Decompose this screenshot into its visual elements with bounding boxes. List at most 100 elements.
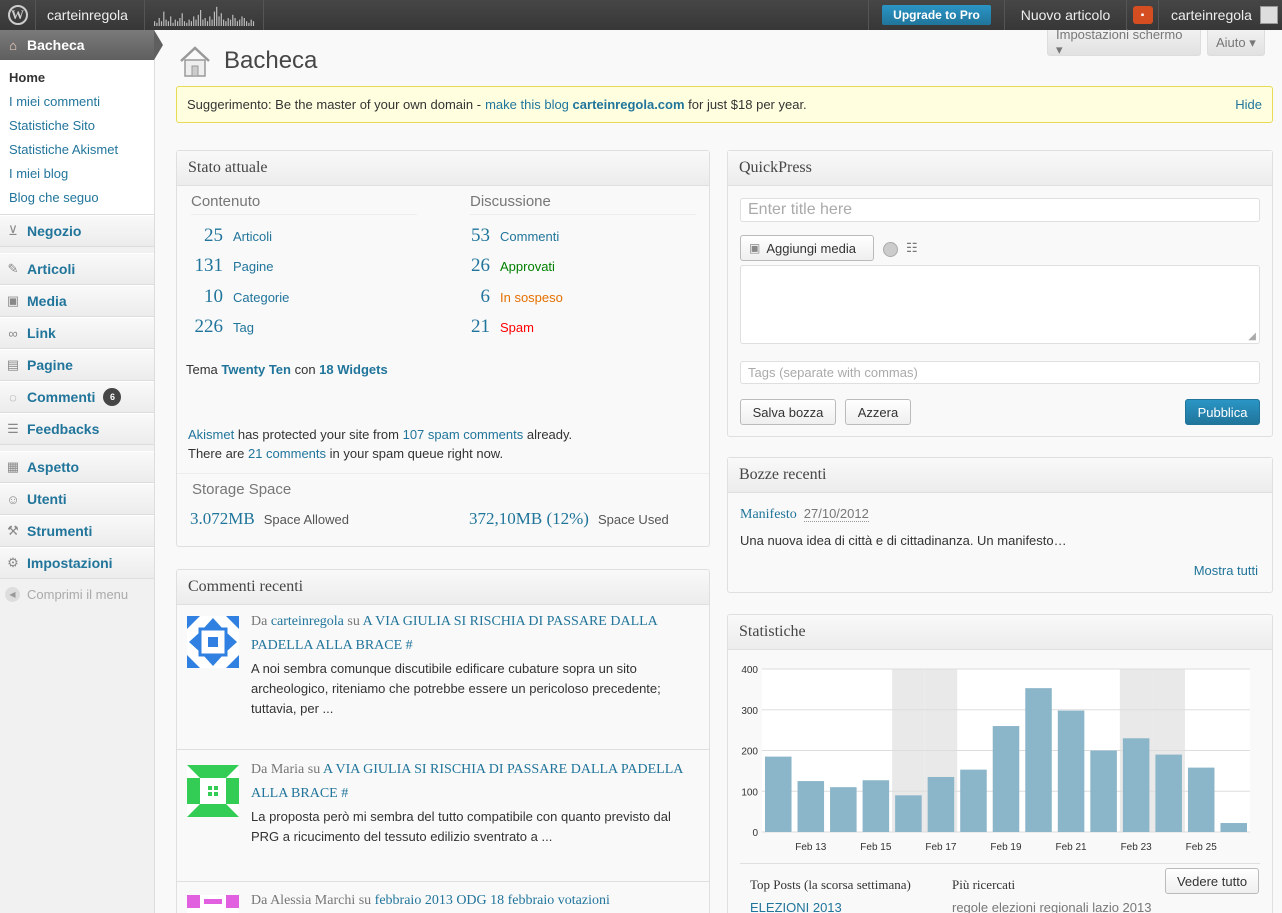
- chart-bar[interactable]: [1090, 750, 1117, 833]
- site-name-link[interactable]: carteinregola: [37, 0, 145, 30]
- admin-bar: W carteinregola Upgrade to Pro Nuovo art…: [0, 0, 1282, 30]
- sidebar-item-commenti[interactable]: ◌ Commenti 6: [0, 381, 154, 413]
- right-now-widget: Stato attuale Contenuto Discussione 25 A…: [176, 150, 710, 547]
- sidebar-item-bacheca[interactable]: ⌂ Bacheca: [0, 30, 163, 60]
- comment-post-link[interactable]: A VIA GIULIA SI RISCHIA DI PASSARE DALLA…: [251, 614, 658, 653]
- chart-bar[interactable]: [960, 769, 987, 832]
- comment-avatar[interactable]: [187, 895, 239, 913]
- stats-sparkline[interactable]: [146, 0, 264, 30]
- chart-bar[interactable]: [1057, 710, 1085, 832]
- comment-avatar[interactable]: [187, 616, 239, 668]
- chart-bar[interactable]: [862, 780, 890, 832]
- sparkline-bar: [170, 16, 172, 26]
- poll-icon[interactable]: [883, 242, 898, 257]
- add-media-button[interactable]: ▣ Aggiungi media: [740, 235, 874, 261]
- discussion-column-header: Discussione: [470, 193, 696, 215]
- akismet-link[interactable]: Akismet: [188, 427, 235, 442]
- wordpress-logo-icon[interactable]: W: [0, 0, 36, 30]
- theme-link[interactable]: Twenty Ten: [221, 362, 291, 377]
- spam-queue-link[interactable]: 21 comments: [247, 446, 327, 461]
- sidebar-item-label: Impostazioni: [27, 555, 113, 571]
- draft-title-link[interactable]: Manifesto: [740, 507, 797, 522]
- chart-bar[interactable]: [1220, 823, 1247, 832]
- sidebar-item-label: Articoli: [27, 261, 76, 277]
- tags-input[interactable]: Tags (separate with commas): [740, 361, 1260, 384]
- post-content-textarea[interactable]: ◢: [740, 265, 1260, 344]
- stat-row[interactable]: 6 In sospeso: [460, 286, 563, 308]
- stat-row[interactable]: 10 Categorie: [187, 286, 289, 308]
- stat-row[interactable]: 21 Spam: [460, 316, 534, 338]
- stat-row[interactable]: 226 Tag: [187, 316, 254, 338]
- comment-post-link[interactable]: A VIA GIULIA SI RISCHIA DI PASSARE DALLA…: [251, 762, 683, 801]
- account-menu[interactable]: carteinregola: [1158, 0, 1282, 30]
- recent-drafts-widget: Bozze recenti Manifesto 27/10/2012 Una n…: [727, 457, 1273, 593]
- save-draft-button[interactable]: Salva bozza: [740, 399, 836, 425]
- tip-hide-link[interactable]: Hide: [1235, 97, 1262, 112]
- sidebar-item-aspetto[interactable]: ▦ Aspetto: [0, 451, 154, 483]
- view-all-drafts-link[interactable]: Mostra tutti: [1193, 563, 1258, 578]
- stat-row[interactable]: 25 Articoli: [187, 225, 272, 247]
- widget-title[interactable]: Stato attuale: [177, 151, 709, 186]
- stat-row[interactable]: 53 Commenti: [460, 225, 559, 247]
- sidebar-item-link[interactable]: ∞ Link: [0, 317, 154, 349]
- chart-bar[interactable]: [765, 756, 792, 832]
- chart-bar[interactable]: [830, 787, 857, 832]
- submenu-blogs-i-follow[interactable]: Blog che seguo: [9, 190, 99, 205]
- stats-bar-chart[interactable]: 0 100 200 300 400 Feb 13 Feb 15 Feb 17 Feb 19 Feb…: [728, 657, 1273, 862]
- sidebar-item-feedbacks[interactable]: ☰ Feedbacks: [0, 413, 154, 445]
- comment-avatar[interactable]: [187, 765, 239, 817]
- chart-bar[interactable]: [797, 781, 825, 832]
- sidebar-item-impostazioni[interactable]: ⚙ Impostazioni: [0, 547, 154, 579]
- widget-title[interactable]: Commenti recenti: [177, 570, 709, 605]
- submenu-site-stats[interactable]: Statistiche Sito: [9, 118, 95, 133]
- sparkline-bar: [172, 22, 174, 26]
- sidebar-item-utenti[interactable]: ☺ Utenti: [0, 483, 154, 515]
- chart-bar[interactable]: [1155, 754, 1182, 832]
- space-used-value: 372,10MB (12%): [469, 509, 589, 528]
- stat-row[interactable]: 131 Pagine: [187, 255, 274, 277]
- new-post-link[interactable]: Nuovo articolo: [1004, 0, 1126, 30]
- add-media-label: Aggiungi media: [766, 240, 856, 256]
- tip-suffix: for just $18 per year.: [684, 97, 807, 112]
- collapse-menu-label: Comprimi il menu: [27, 586, 129, 602]
- help-button[interactable]: Aiuto ▾: [1207, 30, 1265, 56]
- resize-handle-icon[interactable]: ◢: [1248, 331, 1256, 342]
- view-all-stats-button[interactable]: Vedere tutto: [1165, 868, 1259, 894]
- chart-bar[interactable]: [1187, 767, 1215, 832]
- sidebar-item-strumenti[interactable]: ⚒ Strumenti: [0, 515, 154, 547]
- top-post-link[interactable]: ELEZIONI 2013: [750, 900, 842, 913]
- publish-button[interactable]: Pubblica: [1185, 399, 1260, 425]
- chart-bar[interactable]: [1122, 738, 1150, 832]
- submenu-akismet-stats[interactable]: Statistiche Akismet: [9, 142, 119, 157]
- y-tick-label: 100: [741, 787, 758, 798]
- chart-bar[interactable]: [1025, 688, 1052, 832]
- comment-post-link[interactable]: febbraio 2013 ODG 18 febbraio votazioni: [374, 893, 610, 908]
- sidebar-item-pagine[interactable]: ▤ Pagine: [0, 349, 154, 381]
- sidebar-item-negozio[interactable]: ⊻ Negozio: [0, 215, 154, 247]
- widget-title[interactable]: Bozze recenti: [728, 458, 1272, 493]
- sidebar-item-articoli[interactable]: ✎ Articoli: [0, 253, 154, 285]
- feedback-icon: ☰: [7, 421, 19, 436]
- widget-title[interactable]: QuickPress: [728, 151, 1272, 186]
- submenu-my-comments[interactable]: I miei commenti: [9, 94, 101, 109]
- widget-title[interactable]: Statistiche: [728, 615, 1272, 650]
- sidebar-item-media[interactable]: ▣ Media: [0, 285, 154, 317]
- pages-icon: ▤: [6, 357, 20, 372]
- chart-bar[interactable]: [895, 795, 922, 832]
- chart-bar[interactable]: [927, 776, 955, 832]
- submenu-my-blogs[interactable]: I miei blog: [9, 166, 69, 181]
- screen-options-button[interactable]: Impostazioni schermo ▾: [1047, 27, 1201, 57]
- reset-button[interactable]: Azzera: [845, 399, 911, 425]
- notifications-icon[interactable]: ▪: [1132, 6, 1153, 24]
- upgrade-button[interactable]: Upgrade to Pro: [882, 5, 991, 25]
- tip-domain-link[interactable]: make this blog carteinregola.com: [485, 97, 684, 112]
- spam-comments-link[interactable]: 107 spam comments: [402, 427, 524, 442]
- collapse-menu-button[interactable]: ◀ Comprimi il menu: [0, 579, 154, 609]
- submenu-home[interactable]: Home: [9, 70, 46, 85]
- post-title-input[interactable]: Enter title here: [740, 198, 1260, 222]
- stat-row[interactable]: 26 Approvati: [460, 255, 555, 277]
- form-icon[interactable]: ☷: [906, 240, 918, 255]
- widgets-link[interactable]: 18 Widgets: [319, 362, 388, 377]
- comment-author-link[interactable]: carteinregola: [270, 614, 344, 629]
- chart-bar[interactable]: [992, 726, 1020, 832]
